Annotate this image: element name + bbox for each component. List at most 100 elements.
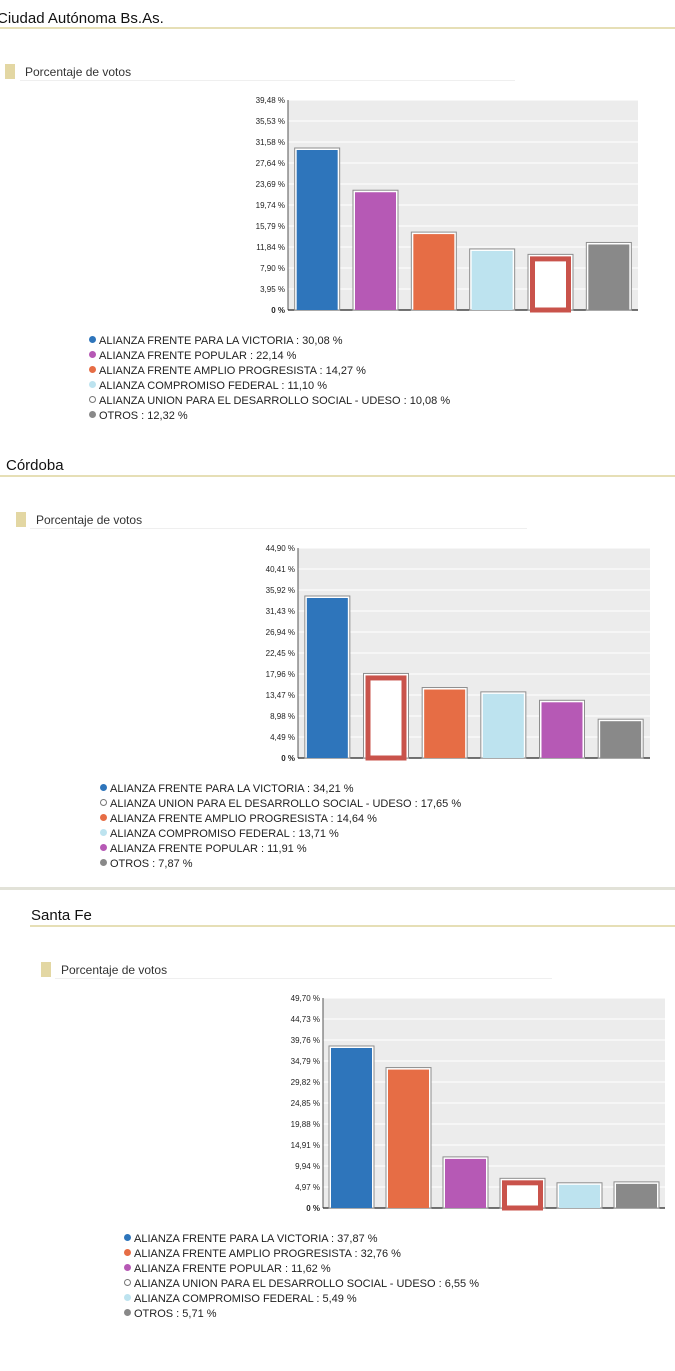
y-tick-label: 8,98 % <box>270 712 295 721</box>
subtitle-marker <box>16 512 26 527</box>
subtitle-marker <box>41 962 51 977</box>
legend-item: ALIANZA FRENTE POPULAR : 22,14 % <box>89 349 450 364</box>
y-tick-label: 17,96 % <box>266 670 295 679</box>
y-tick-label: 0 % <box>281 754 295 763</box>
legend-dot-icon <box>124 1279 131 1286</box>
legend-caba: ALIANZA FRENTE PARA LA VICTORIA : 30,08 … <box>89 334 450 424</box>
legend-dot-icon <box>124 1294 131 1301</box>
subtitle-porcentaje: Porcentaje de votos <box>25 65 132 79</box>
legend-label: ALIANZA FRENTE AMPLIO PROGRESISTA : 32,7… <box>134 1248 401 1260</box>
region-divider <box>0 475 675 477</box>
subtitle-porcentaje: Porcentaje de votos <box>61 963 168 977</box>
bar <box>355 192 396 310</box>
y-tick-label: 0 % <box>271 306 285 315</box>
region-title-santa-fe: Santa Fe <box>31 907 92 924</box>
legend-label: ALIANZA COMPROMISO FEDERAL : 13,71 % <box>110 828 339 840</box>
legend-item: ALIANZA UNION PARA EL DESARROLLO SOCIAL … <box>124 1277 479 1292</box>
y-tick-label: 40,41 % <box>266 565 295 574</box>
y-tick-label: 35,92 % <box>266 586 295 595</box>
legend-item: ALIANZA UNION PARA EL DESARROLLO SOCIAL … <box>89 394 450 409</box>
bar <box>588 244 630 310</box>
bar <box>424 689 466 758</box>
y-tick-label: 39,48 % <box>256 96 285 105</box>
legend-label: ALIANZA FRENTE POPULAR : 22,14 % <box>99 350 297 362</box>
bar <box>530 256 571 313</box>
region-title-caba: Ciudad Autónoma Bs.As. <box>0 10 164 27</box>
y-tick-label: 31,43 % <box>266 607 295 616</box>
legend-label: ALIANZA UNION PARA EL DESARROLLO SOCIAL … <box>99 395 451 407</box>
legend-label: ALIANZA FRENTE POPULAR : 11,62 % <box>134 1263 331 1275</box>
legend-item: ALIANZA FRENTE PARA LA VICTORIA : 37,87 … <box>124 1232 479 1247</box>
legend-dot-icon <box>100 814 107 821</box>
legend-dot-icon <box>124 1309 131 1316</box>
bar <box>600 721 642 758</box>
bar <box>541 702 583 758</box>
y-tick-label: 7,90 % <box>260 264 285 273</box>
legend-dot-icon <box>100 844 107 851</box>
legend-item: OTROS : 5,71 % <box>124 1307 479 1322</box>
legend-dot-icon <box>89 396 96 403</box>
legend-item: OTROS : 7,87 % <box>100 857 461 872</box>
legend-dot-icon <box>89 336 96 343</box>
legend-item: ALIANZA FRENTE AMPLIO PROGRESISTA : 32,7… <box>124 1247 479 1262</box>
legend-label: ALIANZA COMPROMISO FEDERAL : 5,49 % <box>134 1293 357 1305</box>
santa-fe-header-box <box>0 890 675 916</box>
bar <box>306 597 348 758</box>
legend-item: ALIANZA FRENTE PARA LA VICTORIA : 30,08 … <box>89 334 450 349</box>
region-divider <box>30 925 675 927</box>
legend-item: ALIANZA FRENTE POPULAR : 11,91 % <box>100 842 461 857</box>
legend-dot-icon <box>89 366 96 373</box>
region-divider <box>0 27 675 29</box>
subtitle-marker <box>5 64 15 79</box>
legend-dot-icon <box>89 411 96 418</box>
y-tick-label: 22,45 % <box>266 649 295 658</box>
legend-label: ALIANZA FRENTE PARA LA VICTORIA : 37,87 … <box>134 1233 378 1245</box>
legend-dot-icon <box>89 351 96 358</box>
legend-label: ALIANZA FRENTE PARA LA VICTORIA : 34,21 … <box>110 783 354 795</box>
legend-label: ALIANZA UNION PARA EL DESARROLLO SOCIAL … <box>110 798 462 810</box>
y-tick-label: 44,90 % <box>266 544 295 553</box>
subtitle-rule <box>20 80 515 81</box>
region-title-cordoba: Córdoba <box>6 457 64 474</box>
legend-dot-icon <box>100 859 107 866</box>
legend-dot-icon <box>124 1264 131 1271</box>
legend-dot-icon <box>100 829 107 836</box>
bar <box>413 234 455 310</box>
legend-item: OTROS : 12,32 % <box>89 409 450 424</box>
subtitle-rule <box>30 528 527 529</box>
legend-item: ALIANZA FRENTE AMPLIO PROGRESISTA : 14,2… <box>89 364 450 379</box>
legend-dot-icon <box>89 381 96 388</box>
legend-label: ALIANZA COMPROMISO FEDERAL : 11,10 % <box>99 380 328 392</box>
bar <box>365 675 407 761</box>
y-tick-label: 27,64 % <box>256 159 285 168</box>
bar <box>482 693 524 758</box>
y-tick-label: 19,74 % <box>256 201 285 210</box>
legend-item: ALIANZA UNION PARA EL DESARROLLO SOCIAL … <box>100 797 461 812</box>
legend-item: ALIANZA COMPROMISO FEDERAL : 11,10 % <box>89 379 450 394</box>
bar <box>471 250 513 310</box>
y-tick-label: 11,84 % <box>256 243 285 252</box>
legend-label: ALIANZA FRENTE AMPLIO PROGRESISTA : 14,6… <box>110 813 377 825</box>
y-tick-label: 15,79 % <box>256 222 285 231</box>
legend-item: ALIANZA FRENTE POPULAR : 11,62 % <box>124 1262 479 1277</box>
y-tick-label: 26,94 % <box>266 628 295 637</box>
legend-label: ALIANZA UNION PARA EL DESARROLLO SOCIAL … <box>134 1278 479 1290</box>
legend-santa-fe: ALIANZA FRENTE PARA LA VICTORIA : 37,87 … <box>124 1232 479 1322</box>
legend-label: ALIANZA FRENTE AMPLIO PROGRESISTA : 14,2… <box>99 365 366 377</box>
subtitle-rule <box>55 978 552 979</box>
legend-item: ALIANZA COMPROMISO FEDERAL : 13,71 % <box>100 827 461 842</box>
legend-label: OTROS : 7,87 % <box>110 858 193 870</box>
legend-item: ALIANZA FRENTE PARA LA VICTORIA : 34,21 … <box>100 782 461 797</box>
y-tick-label: 3,95 % <box>260 285 285 294</box>
legend-dot-icon <box>124 1234 131 1241</box>
y-tick-label: 23,69 % <box>256 180 285 189</box>
legend-dot-icon <box>124 1249 131 1256</box>
y-tick-label: 4,49 % <box>270 733 295 742</box>
y-tick-label: 35,53 % <box>256 117 285 126</box>
legend-label: OTROS : 12,32 % <box>99 410 188 422</box>
legend-item: ALIANZA COMPROMISO FEDERAL : 5,49 % <box>124 1292 479 1307</box>
y-tick-label: 13,47 % <box>266 691 295 700</box>
legend-label: OTROS : 5,71 % <box>134 1308 217 1320</box>
